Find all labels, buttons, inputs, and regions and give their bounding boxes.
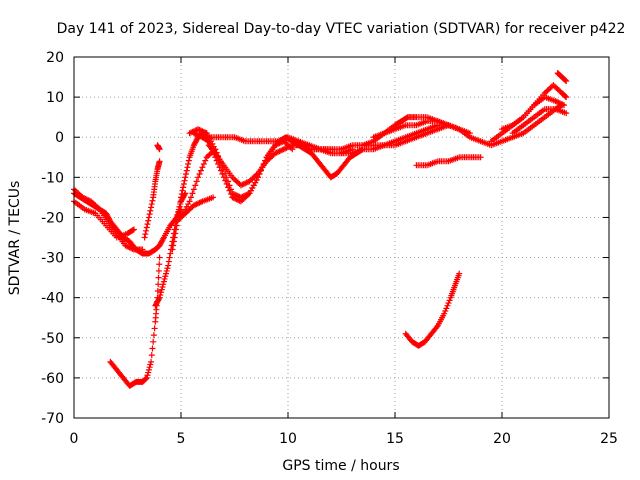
series-arc-8: [169, 130, 210, 253]
y-tick-label: -70: [41, 411, 64, 427]
point-markers: [509, 106, 570, 137]
series-arc-6: [154, 142, 163, 153]
series-arc-25: [554, 70, 570, 85]
series-arc-15: [276, 134, 366, 181]
y-axis-label: SDTVAR / TECUs: [7, 181, 23, 296]
x-tick-label: 20: [493, 431, 511, 447]
x-tick-label: 5: [177, 431, 186, 447]
y-tick-label: -50: [41, 331, 64, 347]
point-markers: [141, 158, 163, 241]
point-markers: [107, 254, 163, 389]
series-arc-19: [370, 118, 473, 141]
point-markers: [413, 154, 484, 169]
plot-frame: [73, 56, 610, 419]
y-tick-label: -30: [41, 251, 64, 267]
data-marks: [71, 70, 570, 389]
series-arc-20: [413, 154, 484, 169]
x-tick-label: 10: [279, 431, 297, 447]
series-arc-17: [338, 122, 452, 157]
series-arc-23: [499, 94, 568, 133]
y-tick-label: -10: [41, 170, 64, 186]
x-axis-label: GPS time / hours: [282, 458, 399, 474]
y-tick-label: -40: [41, 291, 64, 307]
y-tick-label: 20: [46, 50, 64, 66]
x-tick-label: 0: [70, 431, 79, 447]
grid: [74, 57, 609, 418]
series-arc-4: [107, 254, 163, 389]
axis-ticks: 0 5 10 15 20 25 -70 -60 -50 -40 -30 -20 -10 0 10 20: [41, 50, 618, 447]
point-markers: [370, 118, 473, 141]
x-tick-label: 25: [600, 431, 618, 447]
y-tick-label: 10: [46, 90, 64, 106]
point-markers: [169, 130, 210, 253]
point-markers: [499, 94, 568, 133]
series-arc-5: [141, 158, 163, 241]
point-markers: [71, 186, 146, 253]
y-tick-label: 0: [55, 130, 64, 146]
point-markers: [154, 142, 163, 153]
series-arc-21: [402, 270, 463, 349]
point-markers: [402, 270, 463, 349]
chart-title: Day 141 of 2023, Sidereal Day-to-day VTE…: [57, 21, 626, 37]
series-arc-24: [509, 106, 570, 137]
point-markers: [554, 70, 570, 85]
point-markers: [338, 122, 452, 157]
series-arc-2: [71, 186, 146, 253]
x-tick-label: 15: [386, 431, 404, 447]
point-markers: [276, 134, 366, 181]
y-tick-label: -20: [41, 210, 64, 226]
y-tick-label: -60: [41, 371, 64, 387]
